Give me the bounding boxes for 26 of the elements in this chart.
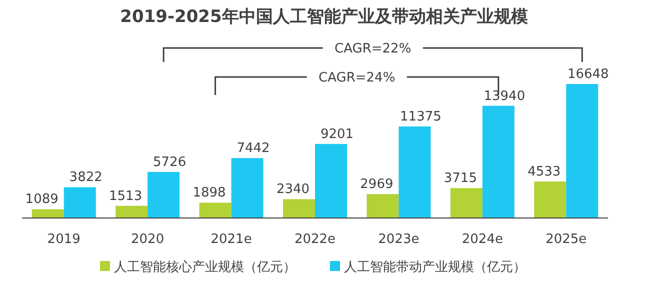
x-tick-label: 2021e	[210, 232, 252, 247]
data-label: 13940	[484, 88, 526, 104]
title: 2019-2025年中国人工智能产业及带动相关产业规模	[120, 7, 528, 27]
x-tick-label: 2020	[131, 232, 164, 247]
x-tick-label: 2024e	[462, 232, 503, 247]
data-label: 16648	[567, 67, 609, 82]
x-tick-label: 2022e	[294, 232, 336, 247]
data-label: 3822	[69, 170, 102, 186]
x-tick-label: 2019	[47, 232, 80, 247]
legend-label: 人工智能核心产业规模（亿元）	[114, 259, 296, 275]
legend-label: 人工智能带动产业规模（亿元）	[344, 260, 526, 275]
data-label: 1513	[109, 188, 142, 204]
text: CAGR=22%	[334, 42, 412, 56]
data-label: 1089	[25, 192, 58, 208]
data-label: 9201	[320, 126, 354, 142]
data-label: 2340	[276, 182, 310, 198]
data-label: 4533	[528, 164, 561, 180]
data-label: 5726	[153, 154, 186, 170]
annotation: CAGR=24%	[318, 70, 396, 86]
data-label: 3715	[444, 171, 477, 186]
x-tick-label: 2025e	[546, 232, 587, 247]
data-label: 7442	[236, 141, 270, 156]
data-label: 11375	[400, 109, 442, 124]
data-label: 2969	[360, 177, 394, 192]
x-tick-label: 2023e	[378, 232, 420, 247]
data-label: 1898	[192, 186, 226, 201]
